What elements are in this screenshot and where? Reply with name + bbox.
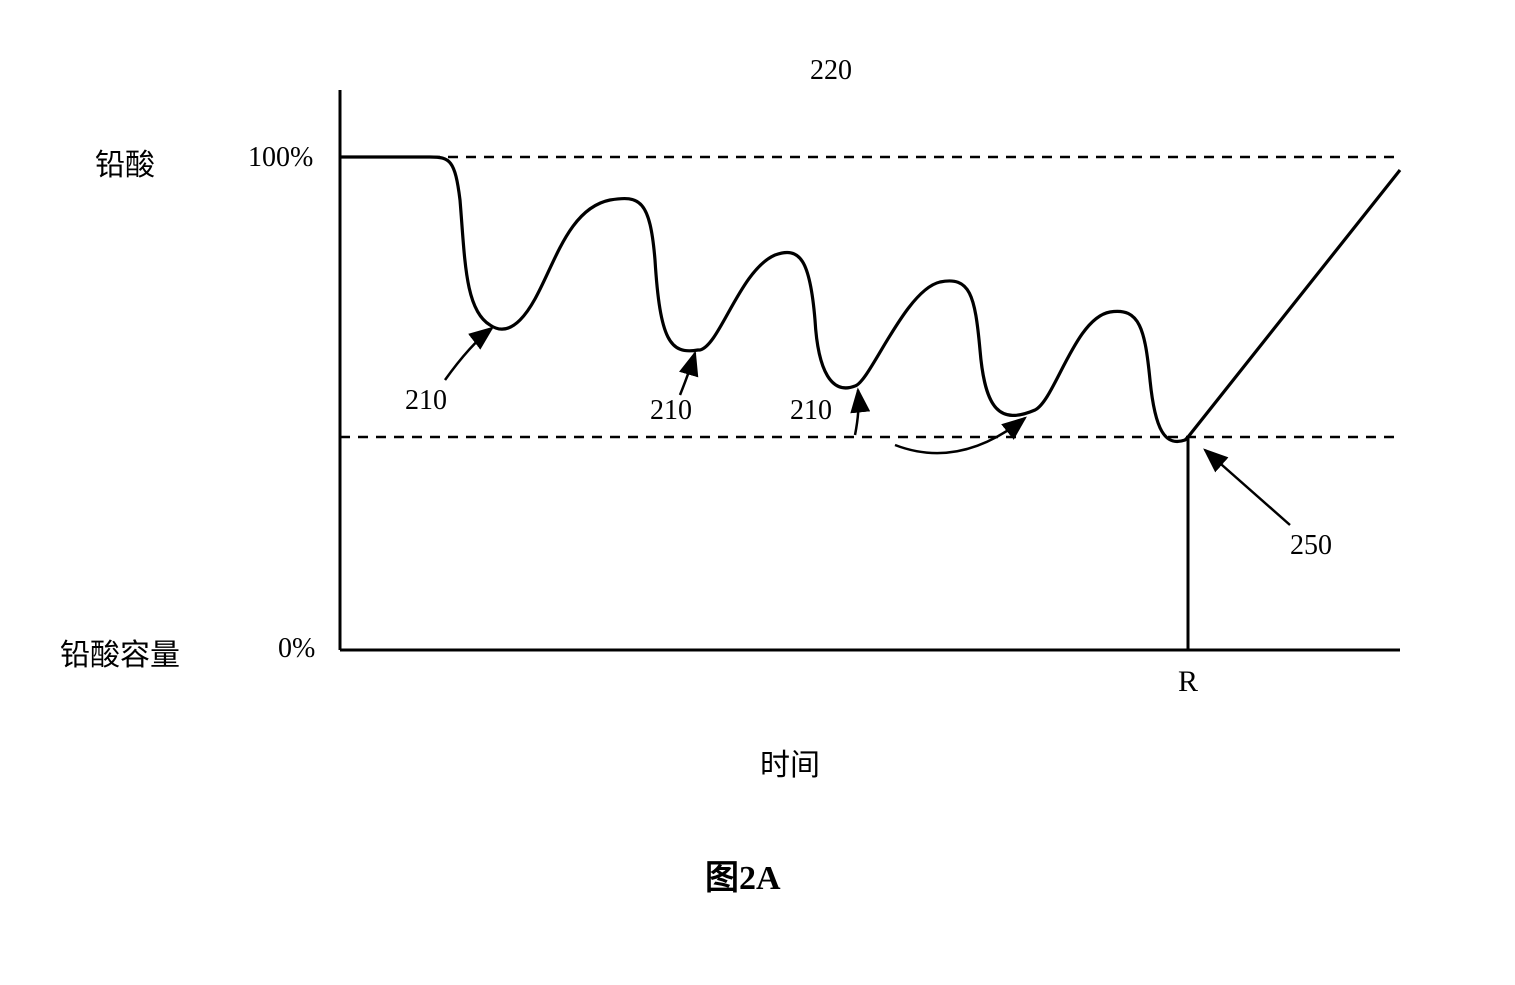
x-axis-label: 时间 xyxy=(760,740,820,784)
arrow-210-d xyxy=(895,418,1025,453)
y-tick-100: 100% xyxy=(248,142,313,174)
diagram-svg xyxy=(0,0,1515,985)
arrow-250 xyxy=(1205,450,1290,525)
figure-caption-text: 图2A xyxy=(705,860,781,897)
callout-210-c: 210 xyxy=(790,395,832,427)
callout-210-a: 210 xyxy=(405,385,447,417)
figure-caption: 图2A xyxy=(705,850,781,899)
x-tick-R: R xyxy=(1178,665,1198,699)
arrow-210-a xyxy=(445,328,492,380)
title-220: 220 xyxy=(810,55,852,87)
capacity-curve xyxy=(340,157,1400,442)
y-label-bottom: 铅酸容量 xyxy=(60,630,180,674)
y-label-top: 铅酸 xyxy=(95,140,155,184)
arrow-210-c xyxy=(855,390,859,435)
callout-210-b: 210 xyxy=(650,395,692,427)
callout-250: 250 xyxy=(1290,530,1332,562)
y-tick-0: 0% xyxy=(278,633,315,665)
arrow-210-b xyxy=(680,353,695,395)
